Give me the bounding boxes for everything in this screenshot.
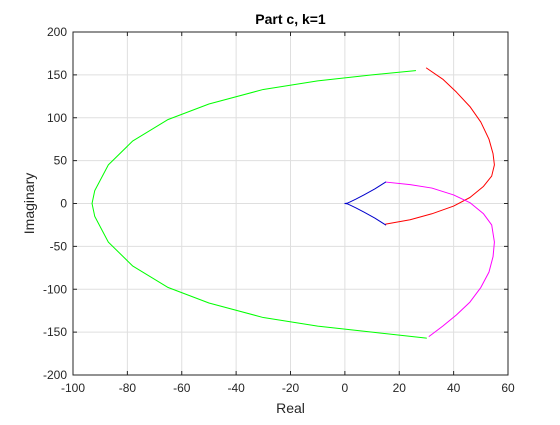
- x-tick-label: -60: [173, 381, 191, 395]
- series-line-4: [344, 181, 387, 226]
- x-tick-label: -20: [282, 381, 300, 395]
- series-line-2: [385, 67, 495, 225]
- y-tick-label: 0: [60, 197, 67, 211]
- x-tick-label: 20: [393, 381, 407, 395]
- series-group: [91, 67, 495, 339]
- x-tick-label: -40: [227, 381, 245, 395]
- x-tick-label: 60: [501, 381, 515, 395]
- y-tick-label: 200: [47, 25, 67, 39]
- x-tick-label: -80: [119, 381, 137, 395]
- y-tick-label: -50: [50, 239, 68, 253]
- ticks: -100 -80 -60 -40 -20 0 20 40 60-200-150-100-5005…: [43, 25, 515, 395]
- y-tick-label: -150: [43, 325, 67, 339]
- x-axis-label: Real: [276, 400, 305, 416]
- x-tick-label: -100: [61, 381, 85, 395]
- series-line-3: [385, 181, 495, 337]
- chart-title: Part c, k=1: [255, 11, 326, 27]
- series-line-1: [91, 70, 427, 339]
- y-tick-label: 150: [47, 68, 67, 82]
- y-axis-label: Imaginary: [21, 173, 37, 234]
- x-tick-label: 0: [342, 381, 349, 395]
- x-tick-label: 40: [447, 381, 461, 395]
- y-tick-label: -200: [43, 368, 67, 382]
- y-tick-label: 50: [54, 154, 68, 168]
- y-tick-label: -100: [43, 282, 67, 296]
- y-tick-label: 100: [47, 111, 67, 125]
